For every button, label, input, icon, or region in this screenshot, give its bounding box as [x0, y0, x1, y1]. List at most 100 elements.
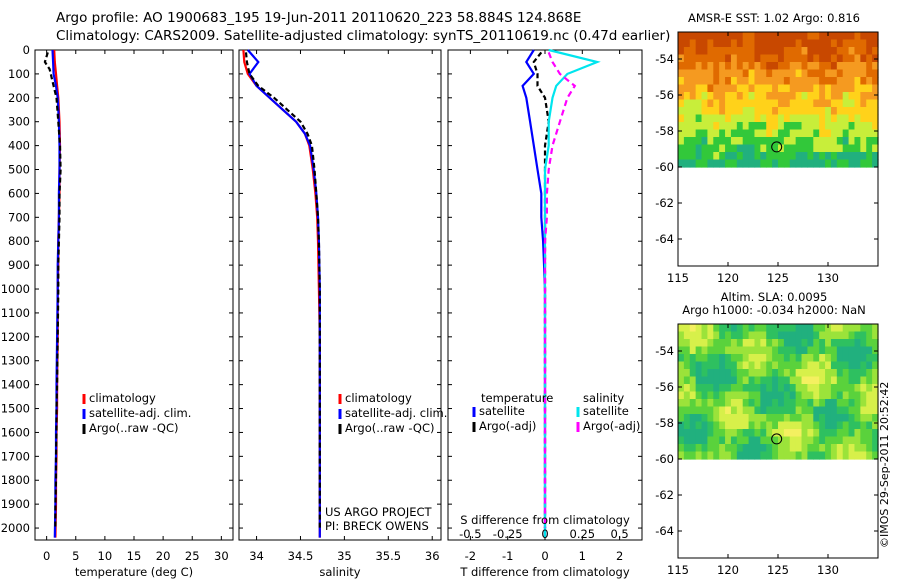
field-cell: [813, 444, 820, 453]
field-cell: [678, 361, 685, 370]
field-cell: [707, 421, 714, 430]
field-cell: [730, 137, 738, 146]
field-cell: [766, 451, 773, 460]
field-cell: [801, 399, 809, 408]
field-cell: [713, 137, 720, 146]
field-cell: [819, 99, 826, 108]
field-cell: [860, 39, 867, 48]
field-cell: [719, 406, 726, 415]
field-cell: [836, 361, 844, 370]
field-cell: [795, 107, 803, 116]
field-cell: [742, 129, 750, 138]
field-cell: [748, 361, 756, 370]
field-cell: [807, 444, 814, 453]
field-cell: [848, 346, 856, 355]
field-cell: [801, 144, 809, 153]
field-cell: [754, 429, 761, 438]
field-cell: [683, 399, 691, 408]
field-cell: [819, 84, 826, 93]
field-cell: [801, 376, 809, 385]
field-cell: [825, 99, 832, 108]
difference-top-tick-label: -0.5: [459, 527, 481, 541]
field-cell: [730, 414, 738, 423]
field-cell: [695, 69, 703, 78]
field-cell: [754, 159, 761, 168]
field-cell: [725, 339, 732, 348]
field-cell: [848, 421, 856, 430]
field-cell: [783, 391, 791, 400]
field-cell: [801, 92, 809, 101]
field-cell: [772, 152, 779, 161]
field-cell: [836, 122, 844, 131]
field-cell: [778, 339, 785, 348]
field-cell: [689, 159, 697, 168]
field-cell: [860, 114, 867, 123]
field-cell: [772, 39, 779, 48]
field-cell: [789, 107, 797, 116]
field-cell: [754, 129, 761, 138]
field-cell: [848, 406, 856, 415]
field-cell: [830, 361, 838, 370]
field-cell: [766, 129, 773, 138]
field-cell: [854, 436, 861, 445]
field-cell: [872, 152, 879, 161]
field-cell: [730, 114, 738, 123]
field-cell: [766, 152, 773, 161]
field-cell: [713, 361, 720, 370]
field-cell: [725, 384, 732, 393]
field-cell: [754, 39, 761, 48]
field-cell: [872, 369, 879, 378]
x-tick-label: 25: [185, 549, 200, 563]
field-cell: [813, 137, 820, 146]
field-cell: [842, 62, 850, 71]
field-cell: [760, 122, 767, 131]
field-cell: [725, 444, 732, 453]
field-cell: [813, 92, 820, 101]
field-cell: [866, 324, 873, 333]
field-cell: [742, 444, 750, 453]
field-cell: [807, 376, 814, 385]
field-cell: [795, 444, 803, 453]
field-cell: [766, 444, 773, 453]
field-cell: [825, 69, 832, 78]
field-cell: [783, 354, 791, 363]
field-cell: [778, 107, 785, 116]
field-cell: [707, 399, 714, 408]
x-tick-label: 0: [43, 549, 50, 563]
field-cell: [725, 62, 732, 71]
field-cell: [842, 77, 850, 86]
field-cell: [766, 339, 773, 348]
field-cell: [819, 451, 826, 460]
field-cell: [830, 84, 838, 93]
field-cell: [778, 69, 785, 78]
field-cell: [819, 159, 826, 168]
field-cell: [830, 376, 838, 385]
field-cell: [719, 129, 726, 138]
field-cell: [748, 436, 756, 445]
depth-tick-label: 1300: [1, 354, 30, 368]
depth-tick-label: 1800: [1, 473, 30, 487]
field-cell: [848, 391, 856, 400]
field-cell: [825, 331, 832, 340]
field-cell: [742, 47, 750, 56]
field-cell: [842, 137, 850, 146]
field-cell: [719, 369, 726, 378]
field-cell: [719, 77, 726, 86]
field-cell: [772, 444, 779, 453]
depth-tick-label: 1000: [1, 282, 30, 296]
field-cell: [789, 429, 797, 438]
field-cell: [683, 346, 691, 355]
field-cell: [789, 376, 797, 385]
field-cell: [778, 414, 785, 423]
depth-tick-label: 200: [8, 91, 30, 105]
field-cell: [689, 69, 697, 78]
field-cell: [742, 361, 750, 370]
field-cell: [689, 369, 697, 378]
field-cell: [854, 69, 861, 78]
field-cell: [701, 129, 709, 138]
field-cell: [830, 114, 838, 123]
field-cell: [748, 451, 756, 460]
field-cell: [860, 107, 867, 116]
field-cell: [772, 122, 779, 131]
field-cell: [736, 339, 744, 348]
